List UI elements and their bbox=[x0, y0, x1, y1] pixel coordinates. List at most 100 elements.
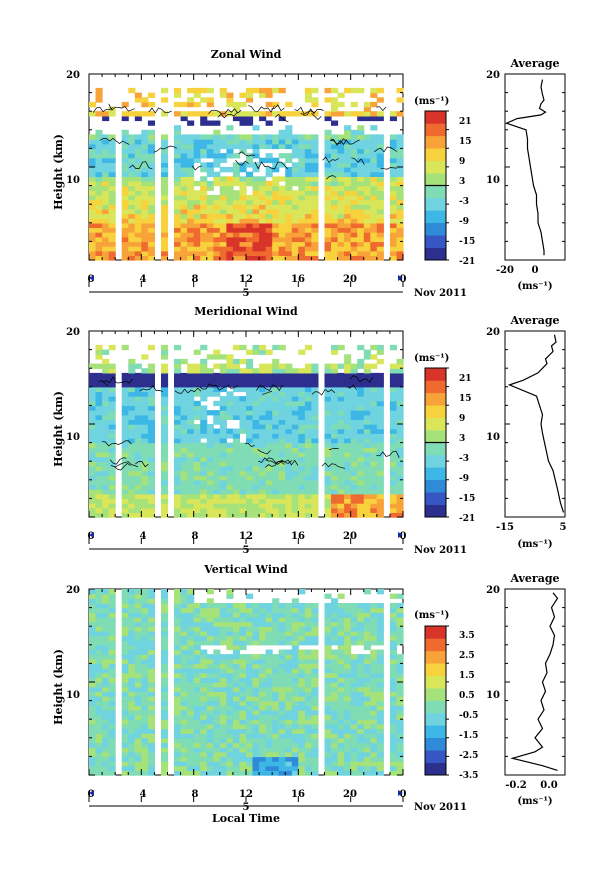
axis-ticks bbox=[88, 73, 404, 287]
axis-ticks bbox=[88, 330, 404, 544]
heatmap-cell bbox=[239, 630, 247, 637]
heatmap-cell bbox=[389, 493, 397, 500]
heatmap-cell bbox=[259, 489, 267, 495]
heatmap-cell bbox=[89, 686, 97, 692]
heatmap-cell bbox=[213, 391, 221, 397]
heatmap-cell bbox=[350, 218, 358, 224]
heatmap-cell bbox=[337, 719, 345, 725]
heatmap-cell bbox=[147, 236, 155, 243]
heatmap-cell bbox=[239, 250, 247, 256]
heatmap-cell bbox=[226, 470, 234, 476]
heatmap-cell bbox=[363, 456, 371, 462]
heatmap-cell bbox=[128, 199, 136, 205]
heatmap-cell bbox=[337, 686, 345, 692]
heatmap-cell bbox=[95, 87, 103, 94]
heatmap-cell bbox=[206, 465, 214, 472]
heatmap-cell bbox=[331, 377, 339, 383]
heatmap-cell bbox=[272, 770, 280, 776]
heatmap-cell bbox=[246, 410, 254, 416]
heatmap-cell bbox=[206, 250, 214, 256]
heatmap-cell bbox=[180, 761, 188, 767]
heatmap-cell bbox=[376, 663, 384, 669]
heatmap-cell bbox=[363, 589, 371, 595]
heatmap-cell bbox=[180, 640, 188, 646]
heatmap-cell bbox=[337, 396, 345, 402]
heatmap-cell bbox=[121, 442, 129, 448]
heatmap-cell bbox=[389, 218, 397, 224]
heatmap-cell bbox=[389, 507, 397, 513]
heatmap-cell bbox=[376, 241, 384, 247]
heatmap-cell bbox=[350, 227, 358, 233]
heatmap-cell bbox=[337, 344, 345, 351]
heatmap-cell bbox=[200, 654, 208, 660]
heatmap-cell bbox=[161, 213, 169, 219]
heatmap-cell bbox=[226, 479, 234, 486]
heatmap-cell bbox=[363, 396, 371, 402]
heatmap-cell bbox=[232, 696, 240, 702]
heatmap-cell bbox=[246, 696, 254, 702]
heatmap-cell bbox=[141, 644, 149, 651]
heatmap-cell bbox=[174, 437, 182, 444]
heatmap-cell bbox=[219, 204, 227, 210]
heatmap-cell bbox=[141, 498, 149, 504]
heatmap-cell bbox=[108, 705, 116, 711]
heatmap-cell bbox=[141, 428, 149, 434]
heatmap-cell bbox=[134, 465, 142, 472]
heatmap-cell bbox=[174, 484, 182, 490]
heatmap-cell bbox=[311, 377, 319, 383]
heatmap-cell bbox=[219, 493, 227, 500]
heatmap-cell bbox=[193, 765, 201, 771]
heatmap-cell bbox=[206, 714, 214, 720]
heatmap-cell bbox=[304, 649, 312, 655]
heatmap-cell bbox=[102, 621, 110, 627]
heatmap-cell bbox=[121, 372, 129, 379]
heatmap-cell bbox=[134, 405, 142, 411]
heatmap-cell bbox=[128, 143, 136, 150]
heatmap-cell bbox=[226, 255, 234, 261]
heatmap-cell bbox=[285, 737, 293, 744]
heatmap-cell bbox=[278, 428, 286, 434]
heatmap-cell bbox=[141, 677, 149, 683]
heatmap-cell bbox=[389, 668, 397, 674]
heatmap-cell bbox=[239, 368, 247, 374]
heatmap-cell bbox=[226, 626, 234, 632]
heatmap-cell bbox=[252, 414, 260, 420]
heatmap-cell bbox=[180, 728, 188, 734]
heatmap-cell bbox=[370, 470, 378, 476]
heatmap-cell bbox=[311, 493, 319, 500]
heatmap-cell bbox=[324, 363, 332, 369]
heatmap-cell bbox=[324, 87, 332, 94]
heatmap-cell bbox=[141, 686, 149, 692]
heatmap-cell bbox=[265, 185, 273, 191]
heatmap-cell bbox=[232, 700, 240, 706]
heatmap-cell bbox=[161, 742, 169, 748]
heatmap-cell bbox=[134, 176, 142, 182]
heatmap-cell bbox=[187, 437, 195, 444]
heatmap-cell bbox=[128, 640, 136, 646]
heatmap-cell bbox=[226, 190, 234, 196]
heatmap-cell bbox=[396, 770, 404, 776]
heatmap-cell bbox=[350, 368, 358, 374]
heatmap-cell bbox=[350, 167, 358, 173]
colorbar-segment bbox=[425, 430, 446, 443]
heatmap-cell bbox=[337, 461, 345, 467]
heatmap-cell bbox=[324, 489, 332, 495]
heatmap-cell bbox=[239, 236, 247, 243]
heatmap-cell bbox=[337, 232, 345, 238]
heatmap-cell bbox=[337, 493, 345, 500]
heatmap-cell bbox=[95, 635, 103, 641]
heatmap-cell bbox=[278, 714, 286, 720]
heatmap-cell bbox=[95, 640, 103, 646]
heatmap-cell bbox=[259, 691, 267, 697]
heatmap-cell bbox=[187, 512, 195, 518]
heatmap-cell bbox=[344, 663, 352, 669]
heatmap-cell bbox=[298, 719, 306, 725]
heatmap-cell bbox=[95, 700, 103, 706]
heatmap-cell bbox=[134, 410, 142, 416]
heatmap-cell bbox=[363, 115, 371, 122]
heatmap-cell bbox=[141, 456, 149, 462]
heatmap-cell bbox=[304, 616, 312, 623]
heatmap-cell bbox=[291, 512, 299, 518]
heatmap-cell bbox=[311, 770, 319, 776]
heatmap-cell bbox=[311, 603, 319, 609]
